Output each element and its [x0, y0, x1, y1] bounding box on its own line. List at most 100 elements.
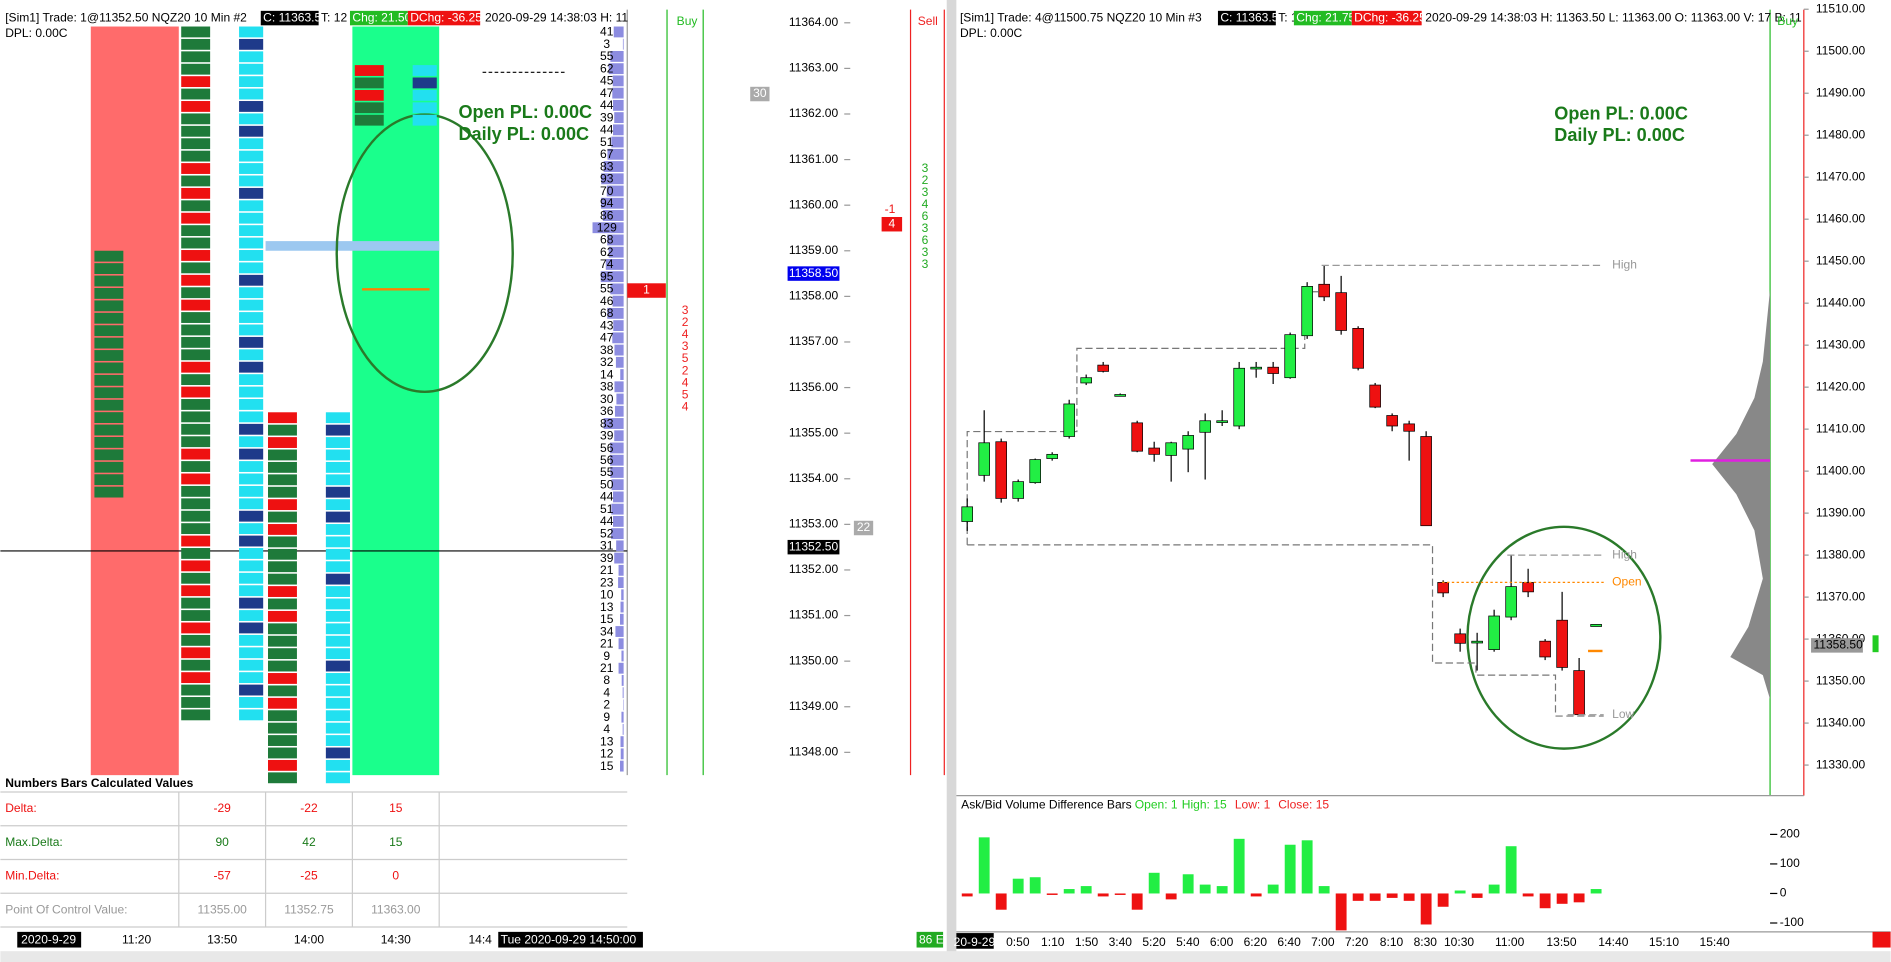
y-tick-label: 11350.00	[1816, 673, 1866, 687]
footprint-cell	[181, 274, 211, 286]
footprint-cell	[239, 659, 264, 671]
footprint-cell	[181, 548, 211, 559]
footprint-cell	[239, 610, 264, 621]
x-tick-label: 20-9-29	[954, 935, 996, 949]
candle-body	[1556, 619, 1568, 668]
volume-bar	[620, 601, 624, 613]
session-box	[967, 544, 1604, 717]
volume-bar	[610, 467, 624, 478]
volume-bar	[611, 479, 624, 491]
date-box	[17, 931, 82, 948]
volume-label: 44	[600, 98, 614, 112]
footprint-cell	[268, 499, 297, 511]
x-tick-label: 6:00	[1210, 935, 1234, 949]
footprint-cell	[268, 474, 297, 486]
volume-bar	[610, 454, 624, 466]
volume-bar	[614, 405, 624, 417]
header-dchg: DChg: -36.25	[410, 10, 482, 24]
candle-body	[1097, 364, 1109, 372]
x-tick-label: 14:40	[1598, 935, 1628, 949]
delta-bar	[1420, 893, 1432, 925]
volume-label: 2	[603, 698, 610, 712]
indicator-tick-label: 100	[1780, 856, 1800, 870]
candle-body	[1454, 633, 1466, 644]
volume-bar	[615, 356, 624, 368]
footprint-cell	[181, 498, 211, 510]
delta-bar	[1250, 893, 1262, 897]
footprint-cell	[181, 138, 211, 150]
candle-body	[1029, 459, 1041, 484]
footprint-cell	[239, 349, 264, 361]
footprint-cell	[239, 436, 264, 448]
footprint-cell	[268, 511, 297, 523]
footprint-cell	[239, 299, 264, 311]
candle-body	[1437, 582, 1449, 594]
volume-label: 10	[600, 588, 614, 602]
candle-body	[1250, 366, 1262, 370]
volume-label: 44	[600, 490, 614, 504]
footprint-cell	[239, 336, 264, 348]
y-tick-label: 11510.00	[1816, 1, 1866, 15]
footprint-cell	[181, 324, 211, 336]
footprint-cell	[239, 386, 264, 398]
footprint-cell	[239, 572, 264, 584]
footprint-cell	[325, 772, 350, 784]
footprint-cell	[181, 411, 211, 423]
footprint-cell	[181, 51, 211, 63]
footprint-cell	[239, 448, 264, 460]
header-title: [Sim1] Trade: 4@11500.75 NQZ20 10 Min #3	[960, 10, 1202, 24]
price-label: 11358.00	[789, 289, 839, 303]
footprint-cell	[181, 125, 211, 137]
volume-label: 9	[603, 649, 610, 663]
volume-label: 30	[600, 392, 614, 406]
volume-label: 21	[600, 661, 614, 675]
footprint-cell	[325, 697, 350, 709]
candle-body	[1131, 422, 1143, 452]
footprint-cell	[94, 275, 124, 287]
candle-body	[1488, 615, 1500, 650]
footprint-cell	[239, 125, 264, 137]
dpl: DPL: 0.00C	[5, 26, 68, 40]
delta-bar	[1590, 889, 1602, 894]
delta-bar	[961, 893, 973, 897]
volume-label: 129	[597, 221, 617, 235]
footprint-cell	[325, 573, 350, 585]
candle-body	[1216, 420, 1228, 423]
footprint-cell	[239, 324, 264, 336]
footprint-cell	[268, 623, 297, 635]
cursor-box	[498, 931, 643, 948]
footprint-cell	[239, 361, 264, 373]
candle-body	[1471, 640, 1483, 644]
candle-body	[1199, 420, 1211, 433]
footprint-cell	[268, 747, 297, 759]
footprint-cell	[94, 325, 124, 337]
footprint-cell	[94, 312, 124, 324]
footprint-cell	[181, 585, 211, 597]
footprint-cell	[239, 399, 264, 410]
footprint-cell	[181, 510, 211, 522]
volume-bar	[606, 185, 624, 197]
footprint-cell	[268, 548, 297, 560]
delta-bar	[1148, 872, 1160, 894]
footprint-cell	[181, 709, 211, 721]
order-tag-label: 1	[643, 283, 650, 297]
volume-label: 34	[600, 624, 614, 638]
table-label: Point Of Control Value:	[5, 902, 127, 916]
footprint-cell	[268, 648, 297, 660]
header-title: [Sim1] Trade: 1@11352.50 NQZ20 10 Min #2	[5, 10, 247, 24]
delta-bar	[1301, 840, 1313, 894]
volume-label: 21	[600, 563, 614, 577]
footprint-cell	[325, 561, 350, 573]
sell-label: Sell	[918, 14, 938, 28]
volume-bar	[608, 246, 624, 258]
footprint-cell	[181, 535, 211, 547]
footprint-cell	[354, 89, 384, 101]
volume-bar	[614, 430, 624, 442]
indicator-open: Open: 1	[1135, 797, 1178, 811]
footprint-cell	[325, 461, 350, 473]
y-tick-label: 11500.00	[1816, 43, 1866, 57]
price-label: 11350.00	[789, 653, 839, 667]
volume-bar	[622, 38, 624, 50]
footprint-cell	[181, 212, 211, 224]
